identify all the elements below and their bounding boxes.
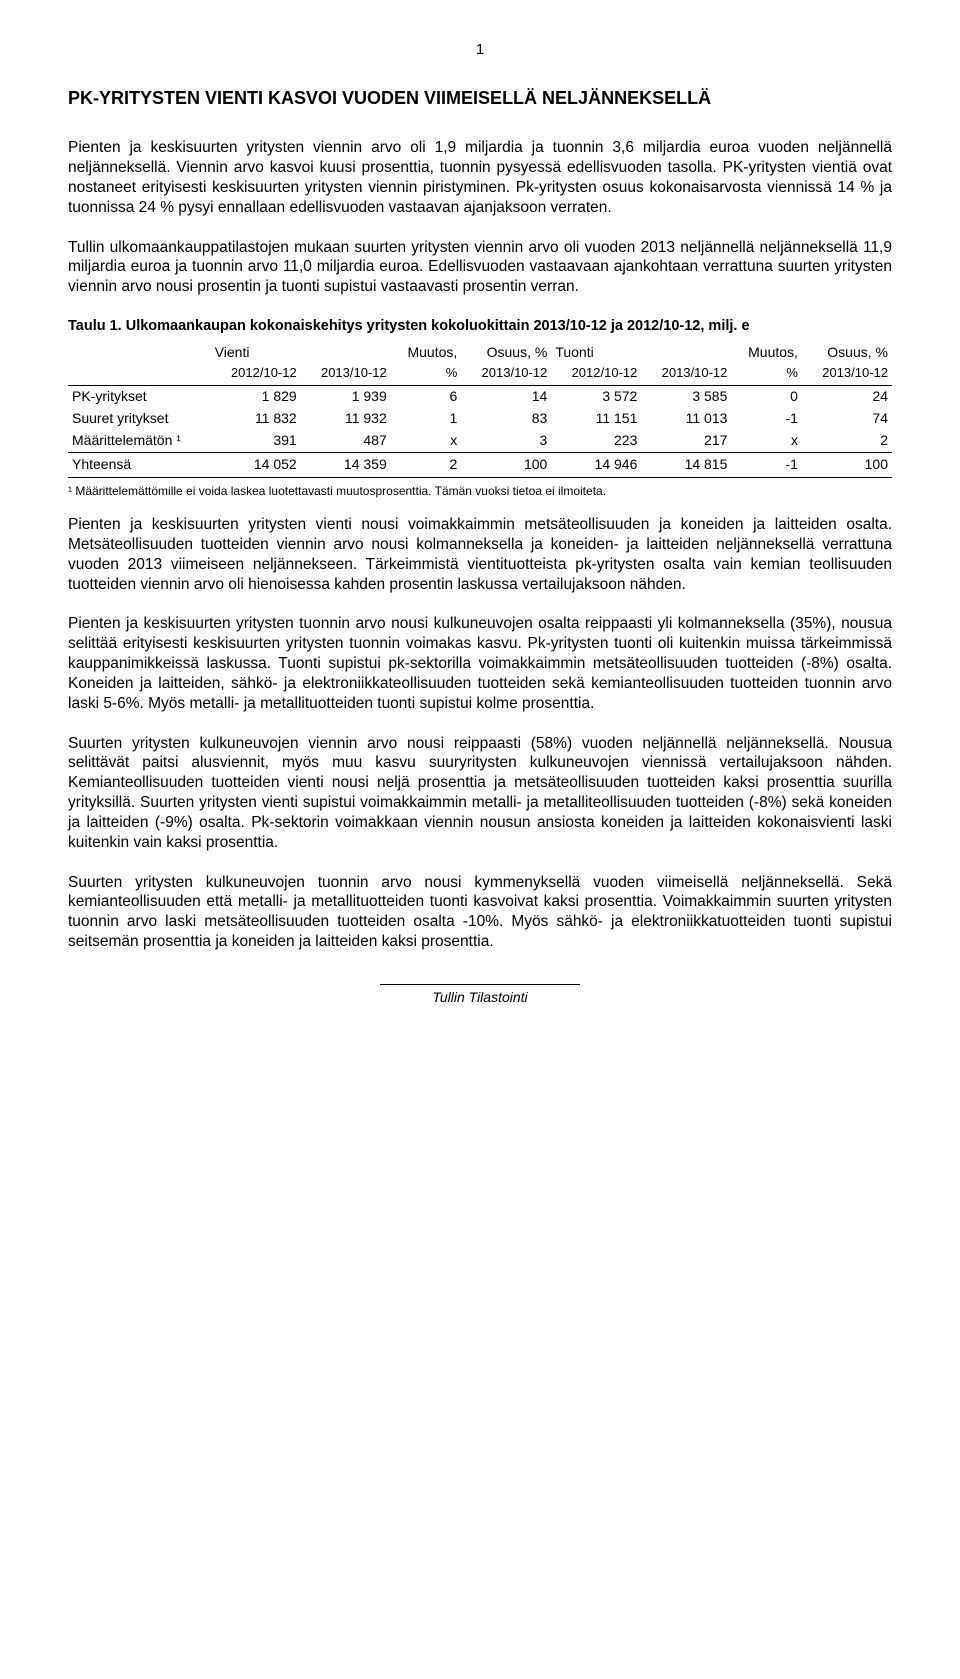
th: Muutos, bbox=[731, 342, 802, 364]
th: 2013/10-12 bbox=[301, 363, 391, 385]
td: 0 bbox=[731, 386, 802, 408]
td: 83 bbox=[461, 408, 551, 430]
th: Vienti bbox=[211, 342, 301, 364]
table-header-row-2: 2012/10-12 2013/10-12 % 2013/10-12 2012/… bbox=[68, 363, 892, 385]
th bbox=[641, 342, 731, 364]
document-title: PK-YRITYSTEN VIENTI KASVOI VUODEN VIIMEI… bbox=[68, 87, 892, 110]
td: 14 946 bbox=[551, 452, 641, 477]
td: 2 bbox=[802, 430, 892, 452]
td: 14 815 bbox=[641, 452, 731, 477]
td: 11 151 bbox=[551, 408, 641, 430]
td: 1 939 bbox=[301, 386, 391, 408]
table-row: PK-yritykset 1 829 1 939 6 14 3 572 3 58… bbox=[68, 386, 892, 408]
td: 11 932 bbox=[301, 408, 391, 430]
page-number: 1 bbox=[68, 40, 892, 59]
th: 2013/10-12 bbox=[802, 363, 892, 385]
th: % bbox=[731, 363, 802, 385]
td: 11 832 bbox=[211, 408, 301, 430]
td: 6 bbox=[391, 386, 462, 408]
th: Tuonti bbox=[551, 342, 641, 364]
th bbox=[301, 342, 391, 364]
th: 2013/10-12 bbox=[641, 363, 731, 385]
td: Suuret yritykset bbox=[68, 408, 211, 430]
td: 24 bbox=[802, 386, 892, 408]
td: 217 bbox=[641, 430, 731, 452]
th: % bbox=[391, 363, 462, 385]
table-footnote: ¹ Määrittelemättömille ei voida laskea l… bbox=[68, 484, 892, 499]
td: 391 bbox=[211, 430, 301, 452]
page-footer: Tullin Tilastointi bbox=[380, 984, 580, 1007]
td: -1 bbox=[731, 452, 802, 477]
td: 3 bbox=[461, 430, 551, 452]
th: Osuus, % bbox=[802, 342, 892, 364]
data-table: Vienti Muutos, Osuus, % Tuonti Muutos, O… bbox=[68, 342, 892, 478]
paragraph-5: Suurten yritysten kulkuneuvojen viennin … bbox=[68, 734, 892, 853]
td: -1 bbox=[731, 408, 802, 430]
td: 100 bbox=[461, 452, 551, 477]
td: 1 bbox=[391, 408, 462, 430]
td: 14 bbox=[461, 386, 551, 408]
th: 2013/10-12 bbox=[461, 363, 551, 385]
th: Osuus, % bbox=[461, 342, 551, 364]
table-row: Määrittelemätön ¹ 391 487 x 3 223 217 x … bbox=[68, 430, 892, 452]
paragraph-3: Pienten ja keskisuurten yritysten vienti… bbox=[68, 515, 892, 594]
td: Määrittelemätön ¹ bbox=[68, 430, 211, 452]
td: x bbox=[391, 430, 462, 452]
td: 14 359 bbox=[301, 452, 391, 477]
th: 2012/10-12 bbox=[551, 363, 641, 385]
table-row: Suuret yritykset 11 832 11 932 1 83 11 1… bbox=[68, 408, 892, 430]
td: 14 052 bbox=[211, 452, 301, 477]
td: 3 585 bbox=[641, 386, 731, 408]
table-header-row-1: Vienti Muutos, Osuus, % Tuonti Muutos, O… bbox=[68, 342, 892, 364]
paragraph-2: Tullin ulkomaankauppatilastojen mukaan s… bbox=[68, 238, 892, 297]
td: 2 bbox=[391, 452, 462, 477]
td: 223 bbox=[551, 430, 641, 452]
td: 3 572 bbox=[551, 386, 641, 408]
td: 74 bbox=[802, 408, 892, 430]
td: 1 829 bbox=[211, 386, 301, 408]
paragraph-4: Pienten ja keskisuurten yritysten tuonni… bbox=[68, 614, 892, 713]
th bbox=[68, 363, 211, 385]
td: 100 bbox=[802, 452, 892, 477]
td: x bbox=[731, 430, 802, 452]
td: 11 013 bbox=[641, 408, 731, 430]
th: Muutos, bbox=[391, 342, 462, 364]
paragraph-1: Pienten ja keskisuurten yritysten vienni… bbox=[68, 138, 892, 217]
th bbox=[68, 342, 211, 364]
paragraph-6: Suurten yritysten kulkuneuvojen tuonnin … bbox=[68, 873, 892, 952]
th: 2012/10-12 bbox=[211, 363, 301, 385]
td: Yhteensä bbox=[68, 452, 211, 477]
table-row-total: Yhteensä 14 052 14 359 2 100 14 946 14 8… bbox=[68, 452, 892, 477]
td: 487 bbox=[301, 430, 391, 452]
td: PK-yritykset bbox=[68, 386, 211, 408]
table-title: Taulu 1. Ulkomaankaupan kokonaiskehitys … bbox=[68, 317, 892, 336]
